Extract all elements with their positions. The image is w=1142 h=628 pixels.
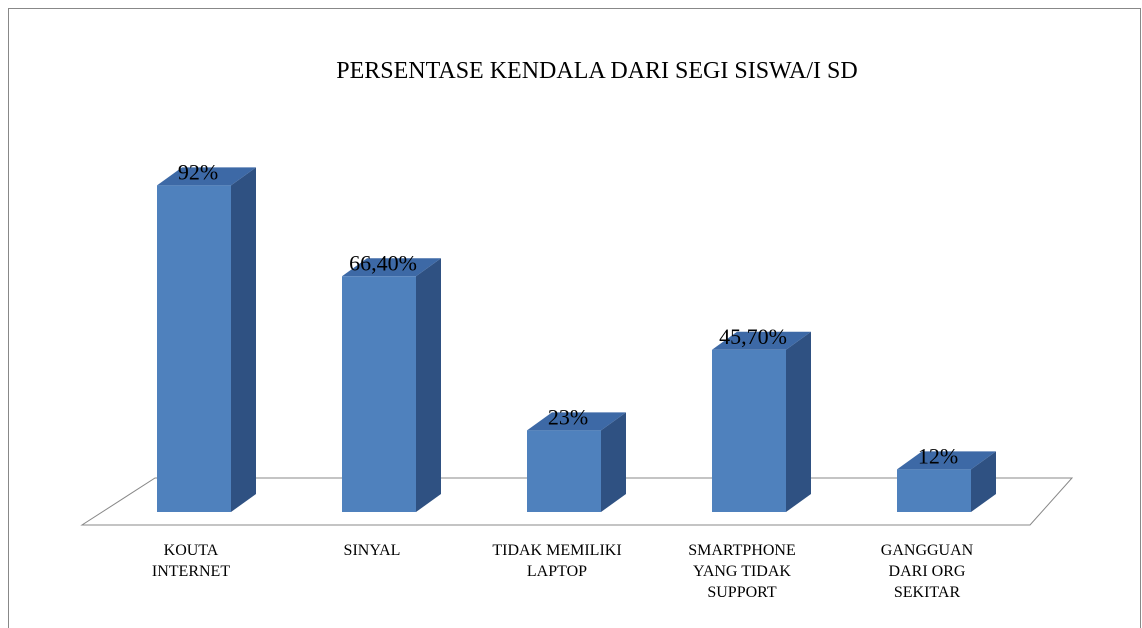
value-label: 12% [918,443,958,468]
bar-top [712,331,811,350]
bar-side [971,451,996,512]
bar-top [897,451,996,470]
bar [527,430,601,512]
bar [342,276,416,512]
bar-side [601,412,626,512]
bar-side [231,167,256,512]
bar-top [342,258,441,277]
chart-title: PERSENTASE KENDALA DARI SEGI SISWA/I SD [336,58,857,84]
bar-top [527,412,626,431]
bar [897,469,971,512]
bar-side [786,331,811,512]
value-label: 66,40% [349,250,417,275]
bar-top [157,167,256,186]
x-tick-label: SINYAL [343,542,401,559]
bar-side [416,258,441,512]
bar [712,349,786,512]
value-label: 23% [548,404,588,429]
chart-border [8,8,1141,628]
x-tick-label: SMARTPHONE YANG TIDAK SUPPORT [688,542,796,601]
x-tick-label: KOUTA INTERNET [151,542,231,580]
value-label: 45,70% [719,324,787,349]
bar [157,185,231,512]
value-label: 92% [178,159,218,184]
x-tick-label: GANGGUAN DARI ORG SEKITAR [880,542,974,601]
x-tick-label: TIDAK MEMILIKI LAPTOP [492,542,622,580]
